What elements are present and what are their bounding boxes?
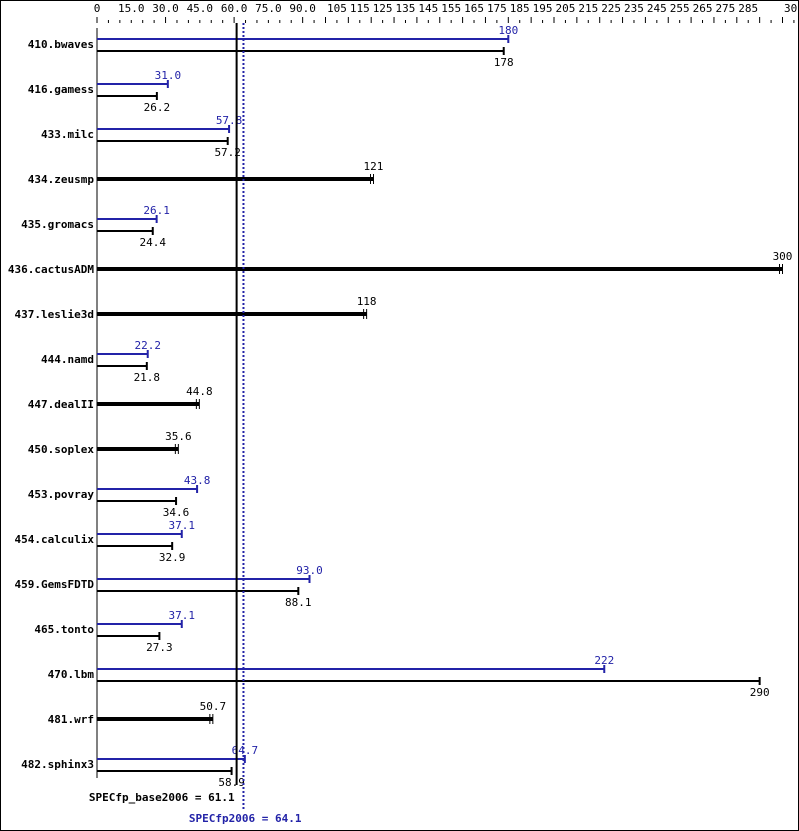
axis-tick-label: 60.0 [221, 2, 248, 15]
base-value-label: 34.6 [163, 506, 190, 519]
axis-tick-label: 30.0 [152, 2, 179, 15]
axis-tick-label: 155 [441, 2, 461, 15]
base-value-label: 178 [494, 56, 514, 69]
axis-tick-label: 305 [784, 2, 798, 15]
axis-tick-label: 275 [715, 2, 735, 15]
axis-tick-label: 45.0 [187, 2, 214, 15]
benchmark-label: 436.cactusADM [8, 263, 94, 276]
benchmark-label: 433.milc [41, 128, 94, 141]
benchmark-label: 459.GemsFDTD [15, 578, 95, 591]
base-value-label: 118 [357, 295, 377, 308]
axis-tick-label: 165 [464, 2, 484, 15]
axis-tick-label: 215 [578, 2, 598, 15]
benchmark-label: 434.zeusmp [28, 173, 95, 186]
base-reference-label: SPECfp_base2006 = 61.1 [89, 791, 235, 804]
axis-tick-label: 285 [738, 2, 758, 15]
benchmark-label: 465.tonto [34, 623, 94, 636]
benchmark-label: 454.calculix [15, 533, 95, 546]
base-value-label: 290 [750, 686, 770, 699]
peak-value-label: 37.1 [169, 609, 196, 622]
axis-tick-label: 125 [373, 2, 393, 15]
axis-tick-label: 15.0 [118, 2, 145, 15]
benchmark-label: 444.namd [41, 353, 94, 366]
peak-value-label: 57.8 [216, 114, 243, 127]
axis-tick-label: 145 [418, 2, 438, 15]
axis-tick-label: 115 [350, 2, 370, 15]
benchmark-label: 470.lbm [48, 668, 95, 681]
base-value-label: 32.9 [159, 551, 186, 564]
peak-value-label: 22.2 [134, 339, 161, 352]
base-value-label: 88.1 [285, 596, 312, 609]
axis-tick-label: 175 [487, 2, 507, 15]
peak-value-label: 93.0 [296, 564, 323, 577]
peak-value-label: 222 [594, 654, 614, 667]
base-value-label: 44.8 [186, 385, 213, 398]
axis-tick-label: 205 [555, 2, 575, 15]
base-value-label: 24.4 [140, 236, 167, 249]
peak-value-label: 180 [498, 24, 518, 37]
axis-tick-label: 255 [670, 2, 690, 15]
peak-value-label: 31.0 [155, 69, 182, 82]
benchmark-label: 410.bwaves [28, 38, 94, 51]
benchmark-label: 416.gamess [28, 83, 94, 96]
benchmark-label: 447.dealII [28, 398, 94, 411]
axis-tick-label: 235 [624, 2, 644, 15]
peak-value-label: 64.7 [232, 744, 259, 757]
benchmark-label: 481.wrf [48, 713, 94, 726]
base-value-label: 21.8 [134, 371, 161, 384]
axis-tick-label: 135 [396, 2, 416, 15]
base-value-label: 35.6 [165, 430, 192, 443]
axis-tick-label: 0 [94, 2, 101, 15]
benchmark-label: 435.gromacs [21, 218, 94, 231]
axis-tick-label: 245 [647, 2, 667, 15]
base-value-label: 57.2 [214, 146, 241, 159]
axis-tick-label: 185 [510, 2, 530, 15]
axis-tick-label: 90.0 [289, 2, 316, 15]
benchmark-label: 437.leslie3d [15, 308, 94, 321]
benchmark-label: 482.sphinx3 [21, 758, 94, 771]
peak-value-label: 43.8 [184, 474, 211, 487]
benchmark-label: 453.povray [28, 488, 95, 501]
axis-tick-label: 75.0 [255, 2, 282, 15]
axis-tick-label: 105 [327, 2, 347, 15]
base-value-label: 300 [773, 250, 793, 263]
benchmark-label: 450.soplex [28, 443, 95, 456]
base-value-label: 121 [364, 160, 384, 173]
base-value-label: 27.3 [146, 641, 173, 654]
axis-tick-label: 225 [601, 2, 621, 15]
axis-tick-label: 265 [693, 2, 713, 15]
base-value-label: 26.2 [144, 101, 171, 114]
peak-value-label: 37.1 [169, 519, 196, 532]
base-value-label: 58.9 [218, 776, 245, 789]
peak-value-label: 26.1 [143, 204, 170, 217]
peak-reference-label: SPECfp2006 = 64.1 [189, 812, 302, 825]
axis-tick-label: 195 [533, 2, 553, 15]
base-value-label: 50.7 [200, 700, 227, 713]
